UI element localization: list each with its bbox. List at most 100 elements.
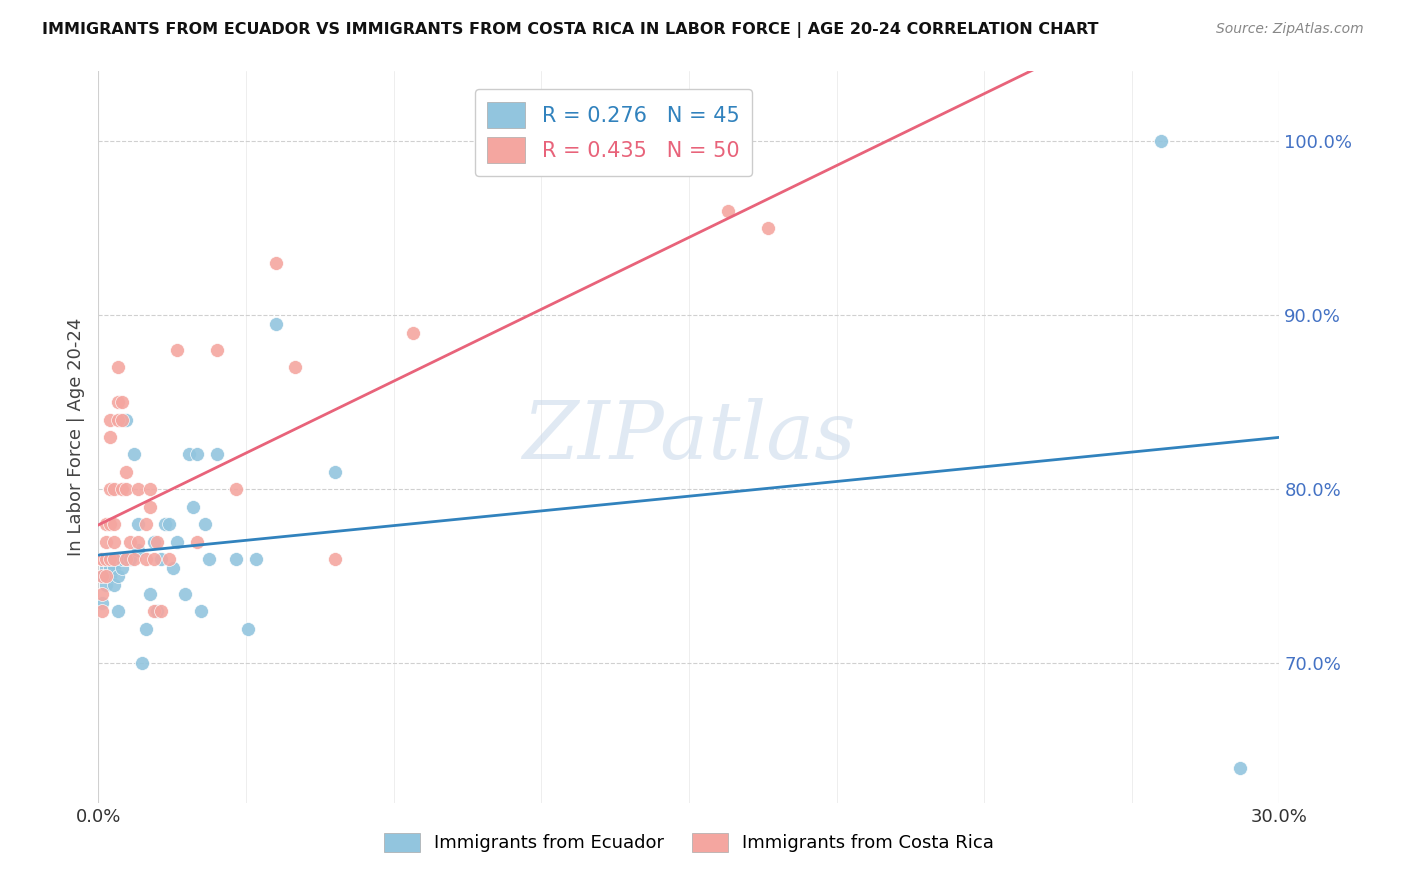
Point xyxy=(98,552,121,566)
Point xyxy=(205,448,228,462)
Point xyxy=(135,622,157,636)
Point xyxy=(96,560,118,574)
Point xyxy=(96,534,118,549)
Point xyxy=(103,534,125,549)
Point xyxy=(236,622,259,636)
Point xyxy=(323,552,346,566)
Point xyxy=(115,552,138,566)
Point xyxy=(197,552,219,566)
Point xyxy=(91,595,114,609)
Point xyxy=(1150,134,1173,148)
Point xyxy=(118,534,141,549)
Point xyxy=(96,517,118,532)
Point xyxy=(111,395,134,409)
Point xyxy=(190,604,212,618)
Point xyxy=(91,552,114,566)
Legend: Immigrants from Ecuador, Immigrants from Costa Rica: Immigrants from Ecuador, Immigrants from… xyxy=(377,826,1001,860)
Point xyxy=(150,552,173,566)
Point xyxy=(91,552,114,566)
Point xyxy=(96,578,118,592)
Point xyxy=(115,552,138,566)
Point xyxy=(91,604,114,618)
Point xyxy=(127,534,149,549)
Point xyxy=(103,578,125,592)
Point xyxy=(717,203,740,218)
Point xyxy=(111,560,134,574)
Point xyxy=(186,448,208,462)
Point xyxy=(177,448,200,462)
Point xyxy=(264,256,287,270)
Point xyxy=(96,552,118,566)
Point xyxy=(115,483,138,497)
Point xyxy=(103,517,125,532)
Point xyxy=(1229,761,1251,775)
Point xyxy=(166,343,188,357)
Point xyxy=(103,552,125,566)
Point xyxy=(98,560,121,574)
Point xyxy=(135,552,157,566)
Point xyxy=(111,412,134,426)
Point xyxy=(98,430,121,444)
Point xyxy=(98,517,121,532)
Point xyxy=(91,587,114,601)
Point xyxy=(142,552,165,566)
Point xyxy=(118,552,141,566)
Point xyxy=(225,483,247,497)
Point xyxy=(162,560,184,574)
Point xyxy=(146,604,169,618)
Point xyxy=(122,448,145,462)
Point xyxy=(150,604,173,618)
Point xyxy=(122,552,145,566)
Point xyxy=(115,465,138,479)
Point xyxy=(135,517,157,532)
Text: IMMIGRANTS FROM ECUADOR VS IMMIGRANTS FROM COSTA RICA IN LABOR FORCE | AGE 20-24: IMMIGRANTS FROM ECUADOR VS IMMIGRANTS FR… xyxy=(42,22,1098,38)
Point xyxy=(142,534,165,549)
Y-axis label: In Labor Force | Age 20-24: In Labor Force | Age 20-24 xyxy=(66,318,84,557)
Point xyxy=(155,517,177,532)
Point xyxy=(181,500,204,514)
Point xyxy=(111,483,134,497)
Point xyxy=(127,517,149,532)
Point xyxy=(157,552,180,566)
Point xyxy=(103,560,125,574)
Point xyxy=(127,543,149,558)
Point xyxy=(756,221,779,235)
Point xyxy=(96,552,118,566)
Point xyxy=(111,552,134,566)
Point xyxy=(98,483,121,497)
Point xyxy=(402,326,425,340)
Point xyxy=(205,343,228,357)
Point xyxy=(186,534,208,549)
Point xyxy=(103,483,125,497)
Point xyxy=(107,412,129,426)
Text: ZIPatlas: ZIPatlas xyxy=(522,399,856,475)
Point xyxy=(284,360,307,375)
Point xyxy=(115,412,138,426)
Point xyxy=(91,552,114,566)
Point xyxy=(107,395,129,409)
Point xyxy=(157,517,180,532)
Text: Source: ZipAtlas.com: Source: ZipAtlas.com xyxy=(1216,22,1364,37)
Point xyxy=(91,569,114,583)
Point xyxy=(225,552,247,566)
Point xyxy=(138,587,160,601)
Point xyxy=(98,412,121,426)
Point xyxy=(127,483,149,497)
Point xyxy=(245,552,267,566)
Point xyxy=(107,604,129,618)
Point xyxy=(138,500,160,514)
Point xyxy=(146,534,169,549)
Point xyxy=(91,569,114,583)
Point xyxy=(174,587,197,601)
Point xyxy=(323,465,346,479)
Point xyxy=(142,604,165,618)
Point xyxy=(194,517,217,532)
Point xyxy=(131,657,153,671)
Point xyxy=(166,534,188,549)
Point xyxy=(107,569,129,583)
Point xyxy=(107,360,129,375)
Point xyxy=(138,483,160,497)
Point xyxy=(96,569,118,583)
Point xyxy=(264,317,287,331)
Point xyxy=(98,569,121,583)
